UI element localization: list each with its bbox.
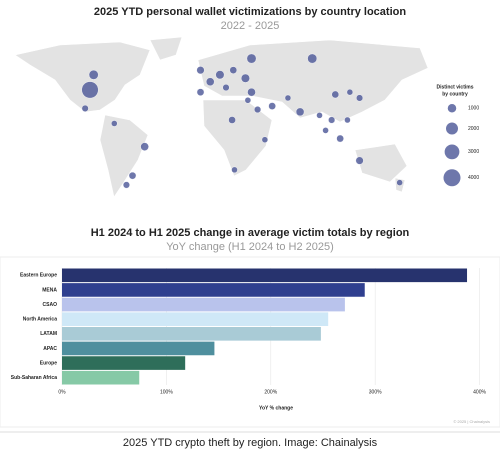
y-tick-label: Europe	[40, 360, 57, 366]
bar-title: H1 2024 to H1 2025 change in average vic…	[91, 227, 410, 239]
bubble	[322, 127, 329, 134]
bar	[62, 283, 365, 297]
bar	[62, 268, 468, 283]
bubble	[215, 70, 225, 80]
bubble	[81, 81, 99, 99]
legend-label: 1000	[468, 106, 479, 112]
bubble	[355, 156, 364, 165]
bubble	[328, 116, 336, 124]
bubble	[284, 94, 292, 102]
bubble	[196, 66, 205, 75]
legend-label: 2000	[468, 126, 479, 132]
bubble	[231, 166, 238, 174]
bubble	[396, 179, 403, 186]
y-tick-label: Eastern Europe	[20, 273, 57, 279]
bubble	[111, 120, 118, 127]
bubble	[128, 171, 137, 180]
x-tick-label: 300%	[369, 389, 382, 395]
bubble	[346, 88, 354, 96]
bubble	[140, 142, 149, 151]
x-tick-label: 0%	[58, 389, 66, 395]
map-title: 2025 YTD personal wallet victimizations …	[94, 6, 406, 18]
x-tick-label: 400%	[473, 389, 486, 395]
bubble	[244, 97, 252, 104]
bar	[62, 356, 186, 370]
bubble	[344, 116, 351, 124]
bubble	[196, 88, 205, 96]
legend-label: 3000	[468, 149, 479, 155]
bubble	[247, 87, 256, 97]
map-subtitle: 2022 - 2025	[221, 20, 280, 32]
caption: 2025 YTD crypto theft by region. Image: …	[123, 437, 378, 449]
legend-label: 4000	[468, 175, 479, 181]
land	[14, 36, 429, 198]
y-tick-label: North America	[23, 317, 57, 323]
y-tick-label: Sub-Saharan Africa	[11, 375, 57, 381]
bubble	[268, 102, 276, 110]
legend-bubble	[444, 144, 460, 160]
y-tick-label: MENA	[42, 287, 57, 293]
bubble	[356, 94, 364, 102]
bar	[62, 341, 215, 356]
bar	[62, 370, 140, 385]
x-axis-label: YoY % change	[259, 405, 293, 411]
bubble	[295, 107, 305, 117]
bubble	[81, 104, 89, 112]
legend-title: by country	[442, 91, 468, 97]
x-tick-label: 100%	[160, 389, 173, 395]
bubble	[336, 134, 344, 143]
source: © 2025 | Chainalysis	[453, 419, 490, 424]
bubble	[331, 90, 340, 99]
bubble	[307, 53, 318, 64]
bubble	[222, 84, 230, 92]
y-tick-label: LATAM	[40, 331, 57, 337]
bar	[62, 327, 321, 341]
legend-bubble	[443, 169, 461, 187]
bubble	[122, 181, 130, 189]
legend-bubble	[447, 104, 457, 113]
x-tick-label: 200%	[264, 389, 277, 395]
bubble	[254, 106, 262, 114]
bubble	[228, 116, 236, 124]
bar-frame	[0, 256, 500, 428]
bar-subtitle: YoY change (H1 2024 to H2 2025)	[166, 241, 334, 253]
legend-title: Distinct victims	[437, 84, 474, 90]
bubble	[246, 53, 257, 64]
legend-bubble	[445, 122, 459, 135]
bubble	[261, 136, 269, 143]
bar	[62, 312, 329, 326]
bubble	[229, 66, 238, 74]
y-tick-label: APAC	[43, 346, 57, 352]
bubble	[316, 112, 323, 119]
bubble	[240, 73, 250, 83]
y-tick-label: CSAO	[43, 302, 58, 308]
bubble	[205, 77, 215, 86]
bar	[62, 297, 345, 312]
bubble	[88, 69, 99, 80]
